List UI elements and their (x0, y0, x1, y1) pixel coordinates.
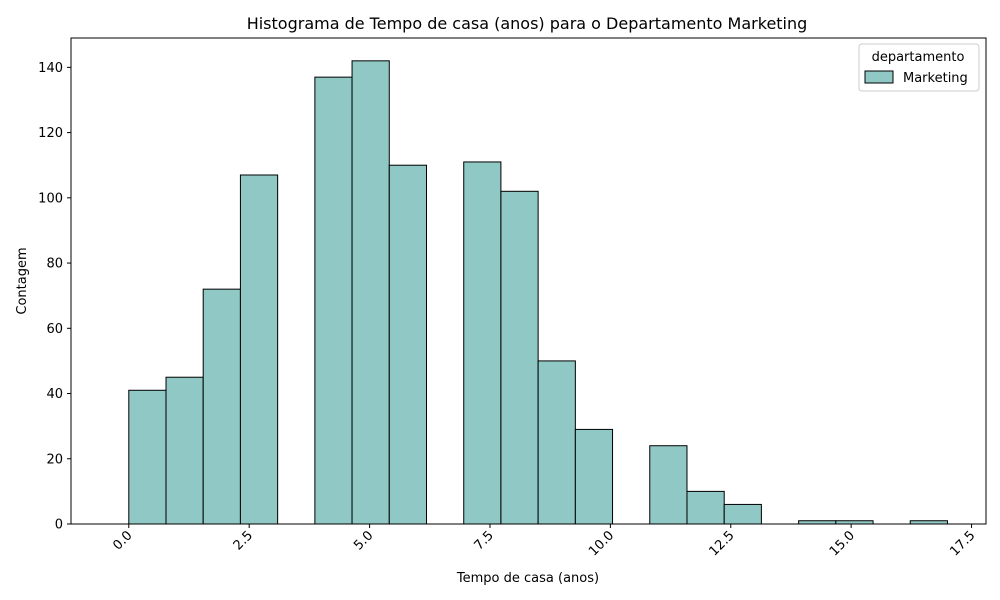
histogram-bar-1 (165, 376, 204, 525)
histogram-bar-14 (649, 445, 688, 525)
y-axis: 0 20 40 60 80 100 120 140 (38, 61, 71, 533)
y-tick-label: 0 (55, 518, 63, 533)
histogram-bar-9 (463, 161, 502, 525)
legend: departamento Marketing (858, 43, 980, 92)
histogram-bar-6 (351, 60, 390, 525)
x-tick-label: 0.0 (110, 528, 135, 553)
x-axis: 0.0 2.5 5.0 7.5 10.0 12.5 15.0 17.5 (110, 524, 978, 559)
histogram-bar-12 (574, 428, 614, 525)
histogram-bar-3 (239, 174, 279, 525)
histogram-bar-0 (128, 389, 167, 525)
y-tick-label: 40 (46, 387, 63, 402)
y-tick-label: 100 (38, 191, 63, 206)
y-tick-label: 80 (46, 257, 63, 272)
legend-swatch (864, 70, 894, 84)
histogram-bar-7 (388, 164, 428, 525)
chart-title: Histograma de Tempo de casa (anos) para … (247, 14, 808, 33)
plot-frame (70, 37, 987, 525)
y-tick-label: 20 (46, 452, 63, 467)
x-tick-label: 17.5 (947, 528, 978, 559)
histogram-bar-16 (723, 503, 762, 525)
histogram-bar-10 (500, 190, 539, 525)
histogram-bar-15 (686, 490, 725, 525)
histogram-bar-5 (314, 76, 353, 525)
legend-entry-marketing: Marketing (903, 71, 968, 86)
histogram-bar-11 (537, 360, 576, 525)
y-tick-label: 60 (46, 322, 63, 337)
x-axis-label: Tempo de casa (anos) (456, 571, 599, 586)
x-tick-label: 2.5 (231, 528, 256, 553)
legend-title: departamento (872, 50, 965, 65)
x-tick-label: 10.0 (586, 528, 617, 559)
plot-area (128, 60, 948, 525)
y-axis-label: Contagem (15, 247, 30, 314)
x-tick-label: 15.0 (827, 528, 858, 559)
x-tick-label: 5.0 (351, 528, 376, 553)
histogram-bar-2 (202, 288, 241, 525)
x-tick-label: 12.5 (707, 528, 738, 559)
y-tick-label: 120 (38, 126, 63, 141)
x-tick-label: 7.5 (472, 528, 497, 553)
y-tick-label: 140 (38, 61, 63, 76)
